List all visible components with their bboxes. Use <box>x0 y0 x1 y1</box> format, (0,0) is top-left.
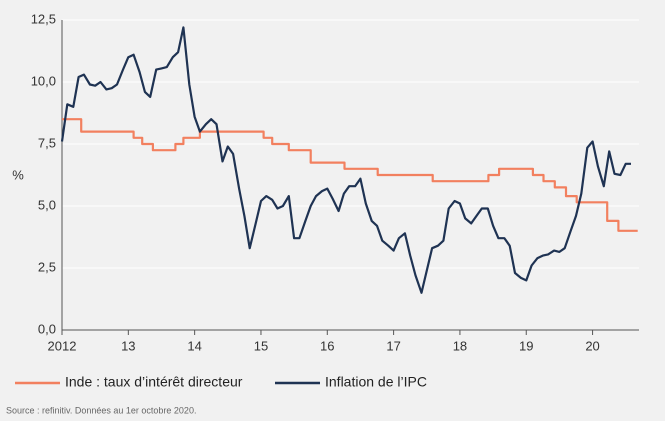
x-tick-label: 17 <box>386 338 400 353</box>
legend-label: Inflation de l’IPC <box>325 374 427 390</box>
x-tick-label: 20 <box>585 338 599 353</box>
x-tick-label: 14 <box>187 338 201 353</box>
y-tick-label: 10,0 <box>31 73 56 88</box>
y-tick-label: 0,0 <box>38 321 56 336</box>
x-tick-label: 16 <box>320 338 334 353</box>
y-axis-label: % <box>12 167 24 182</box>
x-tick-label: 2012 <box>48 338 77 353</box>
source: Source : refinitiv. Données au 1er octob… <box>6 405 196 415</box>
legend-label: Inde : taux d’intérêt directeur <box>65 374 243 390</box>
x-tick-label: 19 <box>519 338 533 353</box>
y-tick-label: 7,5 <box>38 135 56 150</box>
series-line <box>60 26 631 294</box>
x-tick-label: 13 <box>121 338 135 353</box>
x-tick-label: 18 <box>453 338 467 353</box>
y-tick-label: 2,5 <box>38 259 56 274</box>
y-tick-label: 5,0 <box>38 197 56 212</box>
x-tick-label: 15 <box>254 338 268 353</box>
y-tick-label: 12,5 <box>31 11 56 26</box>
series-line <box>62 118 638 232</box>
